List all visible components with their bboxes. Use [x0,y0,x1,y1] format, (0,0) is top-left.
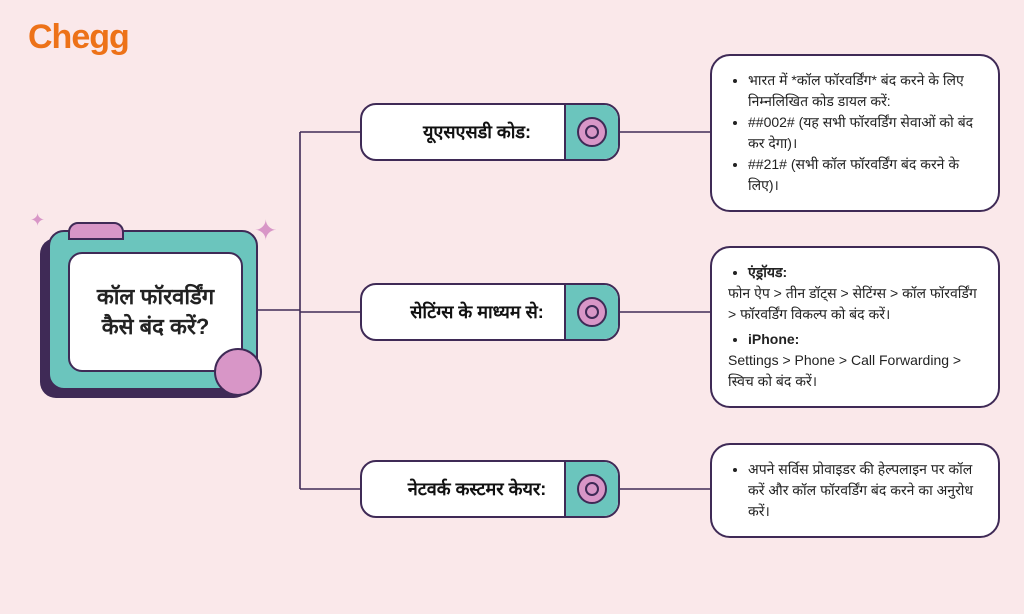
bullseye-icon [577,474,607,504]
method-endcap [564,285,618,339]
detail-settings: एंड्रॉयड: फोन ऐप > तीन डॉट्स > सेटिंग्स … [710,246,1000,408]
detail-list: भारत में *कॉल फॉरवर्डिंग* बंद करने के लि… [728,70,982,196]
list-item: ##002# (यह सभी फॉरवर्डिंग सेवाओं को बंद … [748,112,982,154]
method-customer-care: नेटवर्क कस्टमर केयर: [360,460,620,518]
root-inner: कॉल फॉरवर्डिंग कैसे बंद करें? [68,252,243,372]
method-ussd: यूएसएसडी कोड: [360,103,620,161]
heading-iphone: iPhone: [748,331,799,347]
detail-list: अपने सर्विस प्रोवाइडर की हेल्पलाइन पर कॉ… [728,459,982,522]
root-title: कॉल फॉरवर्डिंग कैसे बंद करें? [84,282,227,341]
logo: Chegg [28,18,129,57]
method-endcap [564,462,618,516]
text-android: फोन ऐप > तीन डॉट्स > सेटिंग्स > कॉल फॉरव… [728,283,982,325]
bullseye-icon [577,297,607,327]
text-iphone: Settings > Phone > Call Forwarding > स्व… [728,350,982,392]
list-item: भारत में *कॉल फॉरवर्डिंग* बंद करने के लि… [748,70,982,112]
list-item: अपने सर्विस प्रोवाइडर की हेल्पलाइन पर कॉ… [748,459,982,522]
heading-android: एंड्रॉयड: [748,264,787,280]
decor-circle [214,348,262,396]
list-item: ##21# (सभी कॉल फॉरवर्डिंग बंद करने के लि… [748,154,982,196]
method-settings: सेटिंग्स के माध्यम से: [360,283,620,341]
decor-tab [68,222,124,240]
bullseye-icon [577,117,607,147]
root-card: कॉल फॉरवर्डिंग कैसे बंद करें? [40,230,260,400]
detail-ussd: भारत में *कॉल फॉरवर्डिंग* बंद करने के लि… [710,54,1000,212]
detail-customer-care: अपने सर्विस प्रोवाइडर की हेल्पलाइन पर कॉ… [710,443,1000,538]
decor-sparkle-small: ✦ [30,210,45,231]
method-endcap [564,105,618,159]
